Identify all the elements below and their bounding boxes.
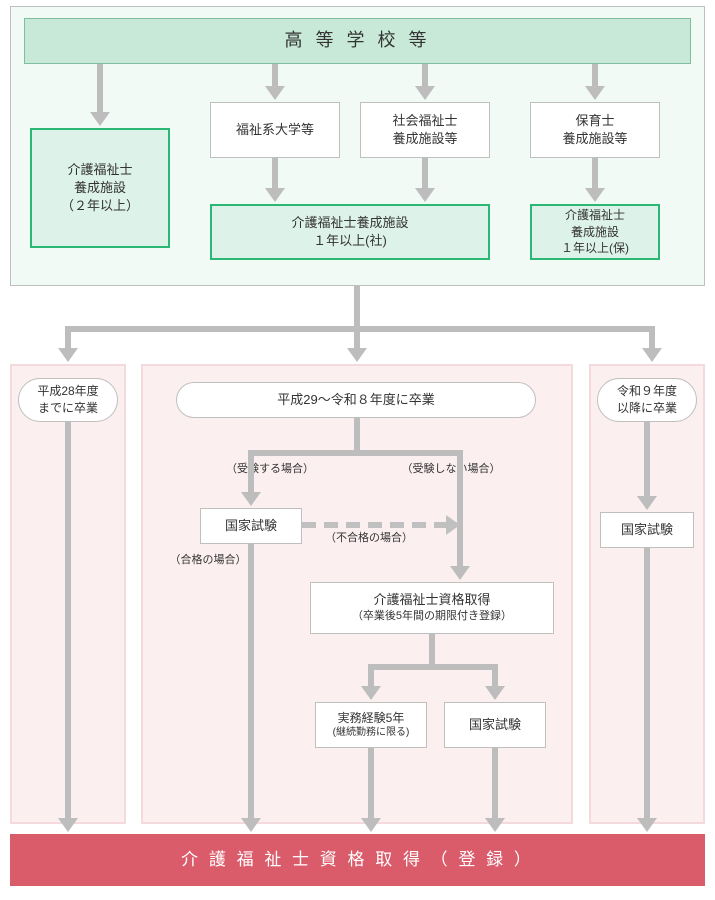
pill-r9: 令和９年度 以降に卒業 (597, 378, 697, 422)
label-fail: （不合格の場合） (314, 530, 424, 548)
box-kokka-right: 国家試験 (600, 512, 694, 548)
text: 社会福祉士 養成施設等 (392, 112, 457, 148)
pill-h29-r8: 平成29～令和８年度に卒業 (176, 382, 536, 418)
label-no-exam: （受験しない場合） (386, 460, 516, 480)
box-green-1yr-ho: 介護福祉士 養成施設 １年以上(保) (530, 204, 660, 260)
box-kokka-mid: 国家試験 (200, 508, 302, 544)
pill-h28: 平成28年度 までに卒業 (18, 378, 118, 422)
box-green-2yr: 介護福祉士 養成施設 （２年以上） (30, 128, 170, 248)
box-kokka-bottom: 国家試験 (444, 702, 546, 748)
text: 介護福祉士 養成施設 （２年以上） (61, 161, 139, 216)
final-qualification: 介 護 福 祉 士 資 格 取 得 （ 登 録 ） (10, 834, 705, 886)
box-jitsumu: 実務経験5年 (継続勤務に限る) (315, 702, 427, 748)
text: 介護福祉士 養成施設 １年以上(保) (561, 207, 629, 257)
box-provisional: 介護福祉士資格取得 （卒業後5年間の期限付き登録） (310, 582, 554, 634)
text: 実務経験5年 (継続勤務に限る) (333, 710, 410, 741)
box-social-welfare: 社会福祉士 養成施設等 (360, 102, 490, 158)
text: 介護福祉士資格取得 （卒業後5年間の期限付き登録） (352, 591, 512, 625)
label-take-exam: （受験する場合） (210, 460, 330, 480)
flowchart-root: 高 等 学 校 等 介護福祉士 養成施設 （２年以上） 福祉系大学等 社会福祉士… (0, 0, 715, 900)
box-childcare: 保育士 養成施設等 (530, 102, 660, 158)
text: 保育士 養成施設等 (562, 112, 627, 148)
box-university: 福祉系大学等 (210, 102, 340, 158)
label-pass: （合格の場合） (158, 552, 258, 570)
box-green-1yr-sha: 介護福祉士養成施設 １年以上(社) (210, 204, 490, 260)
text: 令和９年度 以降に卒業 (617, 383, 677, 417)
header-high-school: 高 等 学 校 等 (24, 18, 691, 64)
text: 介護福祉士養成施設 １年以上(社) (291, 214, 408, 250)
text: 平成28年度 までに卒業 (37, 383, 98, 417)
